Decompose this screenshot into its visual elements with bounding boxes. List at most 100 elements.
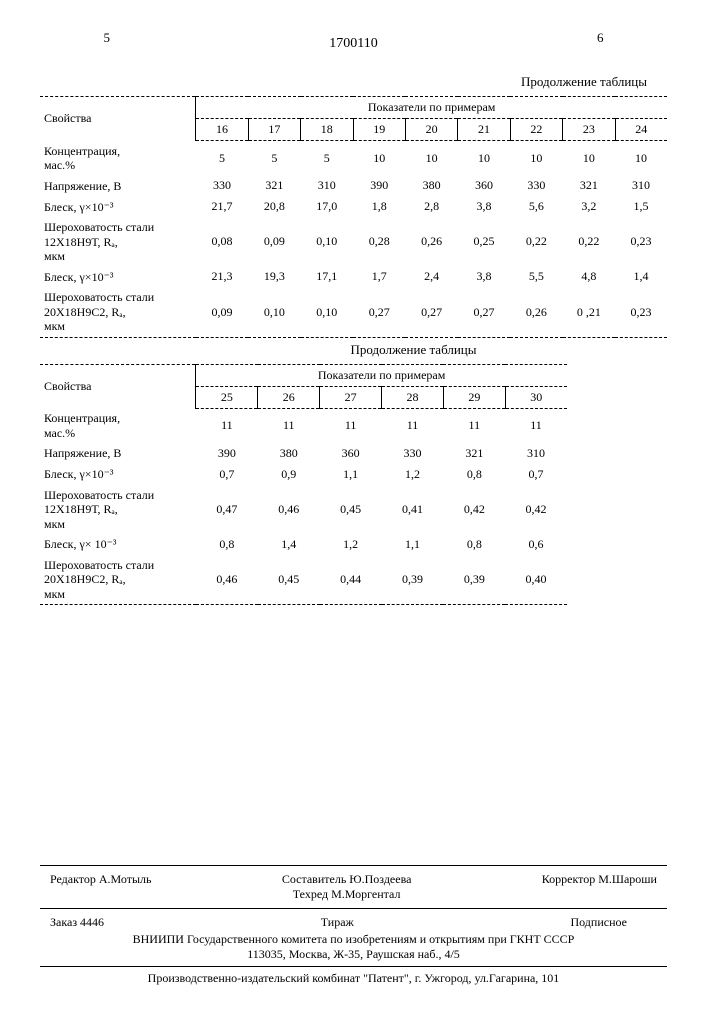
data-cell: 10: [615, 141, 667, 176]
print-line: Производственно-издательский комбинат "П…: [40, 971, 667, 986]
row-label: Шероховатость стали 20Х18Н9С2, Rₐ, мкм: [40, 555, 196, 605]
data-cell: 0,28: [353, 217, 405, 266]
data-cell: 0,8: [443, 464, 505, 485]
col-header: 23: [563, 119, 615, 141]
data-cell: 1,4: [258, 534, 320, 555]
col-header: 28: [382, 386, 444, 408]
data-cell: 1,7: [353, 266, 405, 287]
data-cell: 19,3: [248, 266, 300, 287]
data-cell: 0,46: [258, 485, 320, 534]
corrector-credit: Корректор М.Шароши: [542, 872, 657, 902]
row-label: Блеск, γ×10⁻³: [40, 196, 196, 217]
data-cell: 2,8: [405, 196, 457, 217]
data-cell: 0,22: [510, 217, 562, 266]
continuation-label-2: Продолжение таблицы: [160, 342, 667, 358]
data-cell: 0,44: [320, 555, 382, 605]
row-label: Напряжение, В: [40, 443, 196, 464]
data-cell: 3,2: [563, 196, 615, 217]
tirage-label: Тираж: [321, 915, 354, 930]
data-cell: 0,23: [615, 287, 667, 337]
data-cell: 0,10: [301, 217, 353, 266]
data-cell: 10: [510, 141, 562, 176]
data-cell: 0,45: [258, 555, 320, 605]
data-cell: 5,6: [510, 196, 562, 217]
data-cell: 321: [248, 175, 300, 196]
data-cell: 360: [320, 443, 382, 464]
data-cell: 1,1: [320, 464, 382, 485]
data-cell: 5: [196, 141, 248, 176]
data-cell: 0,39: [443, 555, 505, 605]
data-cell: 0,09: [248, 217, 300, 266]
data-cell: 0,9: [258, 464, 320, 485]
data-cell: 0,23: [615, 217, 667, 266]
data-cell: 5: [248, 141, 300, 176]
data-cell: 0,7: [196, 464, 258, 485]
col-header: 19: [353, 119, 405, 141]
row-label: Напряжение, В: [40, 175, 196, 196]
col-header: 22: [510, 119, 562, 141]
data-cell: 0,10: [301, 287, 353, 337]
techred-credit: Техред М.Моргентал: [282, 887, 412, 902]
data-cell: 310: [615, 175, 667, 196]
data-cell: 0,08: [196, 217, 248, 266]
data-cell: 11: [443, 408, 505, 443]
data-cell: 20,8: [248, 196, 300, 217]
data-cell: 0 ,21: [563, 287, 615, 337]
properties-header: Свойства: [40, 97, 196, 141]
order-number: Заказ 4446: [50, 915, 104, 930]
subscription-label: Подписное: [570, 915, 627, 930]
data-cell: 0,26: [510, 287, 562, 337]
data-cell: 4,8: [563, 266, 615, 287]
indicators-header: Показатели по примерам: [196, 364, 567, 386]
row-label: Блеск, γ× 10⁻³: [40, 534, 196, 555]
data-cell: 21,7: [196, 196, 248, 217]
col-header: 30: [505, 386, 566, 408]
data-cell: 3,8: [458, 266, 510, 287]
data-cell: 0,6: [505, 534, 566, 555]
col-header: 21: [458, 119, 510, 141]
row-label: Блеск, γ×10⁻³: [40, 464, 196, 485]
data-cell: 0,7: [505, 464, 566, 485]
data-cell: 0,25: [458, 217, 510, 266]
data-cell: 0,8: [443, 534, 505, 555]
col-header: 20: [405, 119, 457, 141]
data-cell: 321: [443, 443, 505, 464]
data-cell: 310: [505, 443, 566, 464]
data-cell: 11: [320, 408, 382, 443]
data-cell: 10: [405, 141, 457, 176]
data-cell: 10: [563, 141, 615, 176]
col-header: 29: [443, 386, 505, 408]
data-cell: 0,47: [196, 485, 258, 534]
data-cell: 330: [382, 443, 444, 464]
data-cell: 0,26: [405, 217, 457, 266]
data-cell: 11: [258, 408, 320, 443]
data-cell: 0,09: [196, 287, 248, 337]
data-cell: 0,27: [353, 287, 405, 337]
data-cell: 21,3: [196, 266, 248, 287]
data-cell: 330: [510, 175, 562, 196]
row-label: Блеск, γ×10⁻³: [40, 266, 196, 287]
row-label: Шероховатость стали 12Х18Н9Т, Rₐ, мкм: [40, 217, 196, 266]
data-cell: 1,1: [382, 534, 444, 555]
data-cell: 3,8: [458, 196, 510, 217]
data-table-1: Свойства Показатели по примерам 16 17 18…: [40, 96, 667, 338]
data-cell: 0,46: [196, 555, 258, 605]
col-header: 27: [320, 386, 382, 408]
col-header: 16: [196, 119, 248, 141]
data-cell: 0,8: [196, 534, 258, 555]
org-line-2: 113035, Москва, Ж-35, Раушская наб., 4/5: [40, 947, 667, 962]
data-cell: 390: [353, 175, 405, 196]
data-cell: 0,42: [505, 485, 566, 534]
compiler-credit: Составитель Ю.Поздеева: [282, 872, 412, 887]
data-cell: 1,8: [353, 196, 405, 217]
document-number: 1700110: [40, 36, 667, 52]
data-cell: 0,27: [405, 287, 457, 337]
data-cell: 380: [405, 175, 457, 196]
indicators-header: Показатели по примерам: [196, 97, 667, 119]
data-cell: 5: [301, 141, 353, 176]
data-cell: 10: [353, 141, 405, 176]
data-cell: 0,41: [382, 485, 444, 534]
data-cell: 0,22: [563, 217, 615, 266]
properties-header: Свойства: [40, 364, 196, 408]
data-cell: 10: [458, 141, 510, 176]
